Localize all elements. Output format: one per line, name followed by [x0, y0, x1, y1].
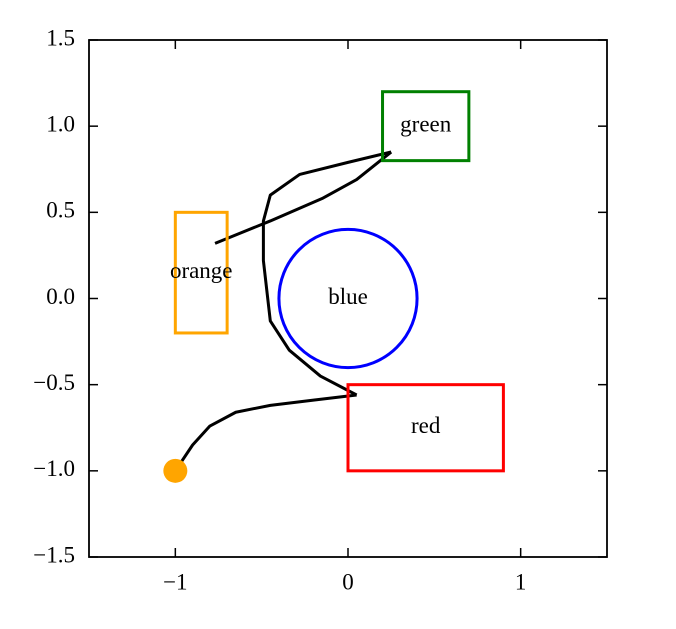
y-tick-label: 1.5	[46, 25, 75, 50]
connector-line	[214, 150, 393, 245]
y-tick-label: −1.0	[33, 456, 75, 481]
point	[163, 458, 188, 483]
plot-frame	[88, 39, 608, 558]
connector-line	[174, 393, 357, 472]
y-tick-label: −1.5	[33, 542, 75, 567]
shape-label: green	[400, 111, 452, 136]
shape-label: orange	[170, 258, 233, 283]
x-tick-label: 0	[342, 569, 354, 594]
y-tick-label: 0.5	[46, 198, 75, 223]
connector-line	[261, 150, 392, 397]
shape-label: blue	[328, 284, 368, 309]
x-tick-label: −1	[163, 569, 187, 594]
shape-label: red	[411, 413, 441, 438]
x-tick-label: 1	[515, 569, 527, 594]
y-tick-label: −0.5	[33, 370, 75, 395]
shape-rect	[346, 383, 505, 473]
shape-rect	[173, 210, 229, 335]
y-tick-label: 0.0	[46, 284, 75, 309]
shape-circle	[277, 227, 419, 370]
shape-rect	[381, 90, 471, 163]
y-tick-label: 1.0	[46, 111, 75, 136]
